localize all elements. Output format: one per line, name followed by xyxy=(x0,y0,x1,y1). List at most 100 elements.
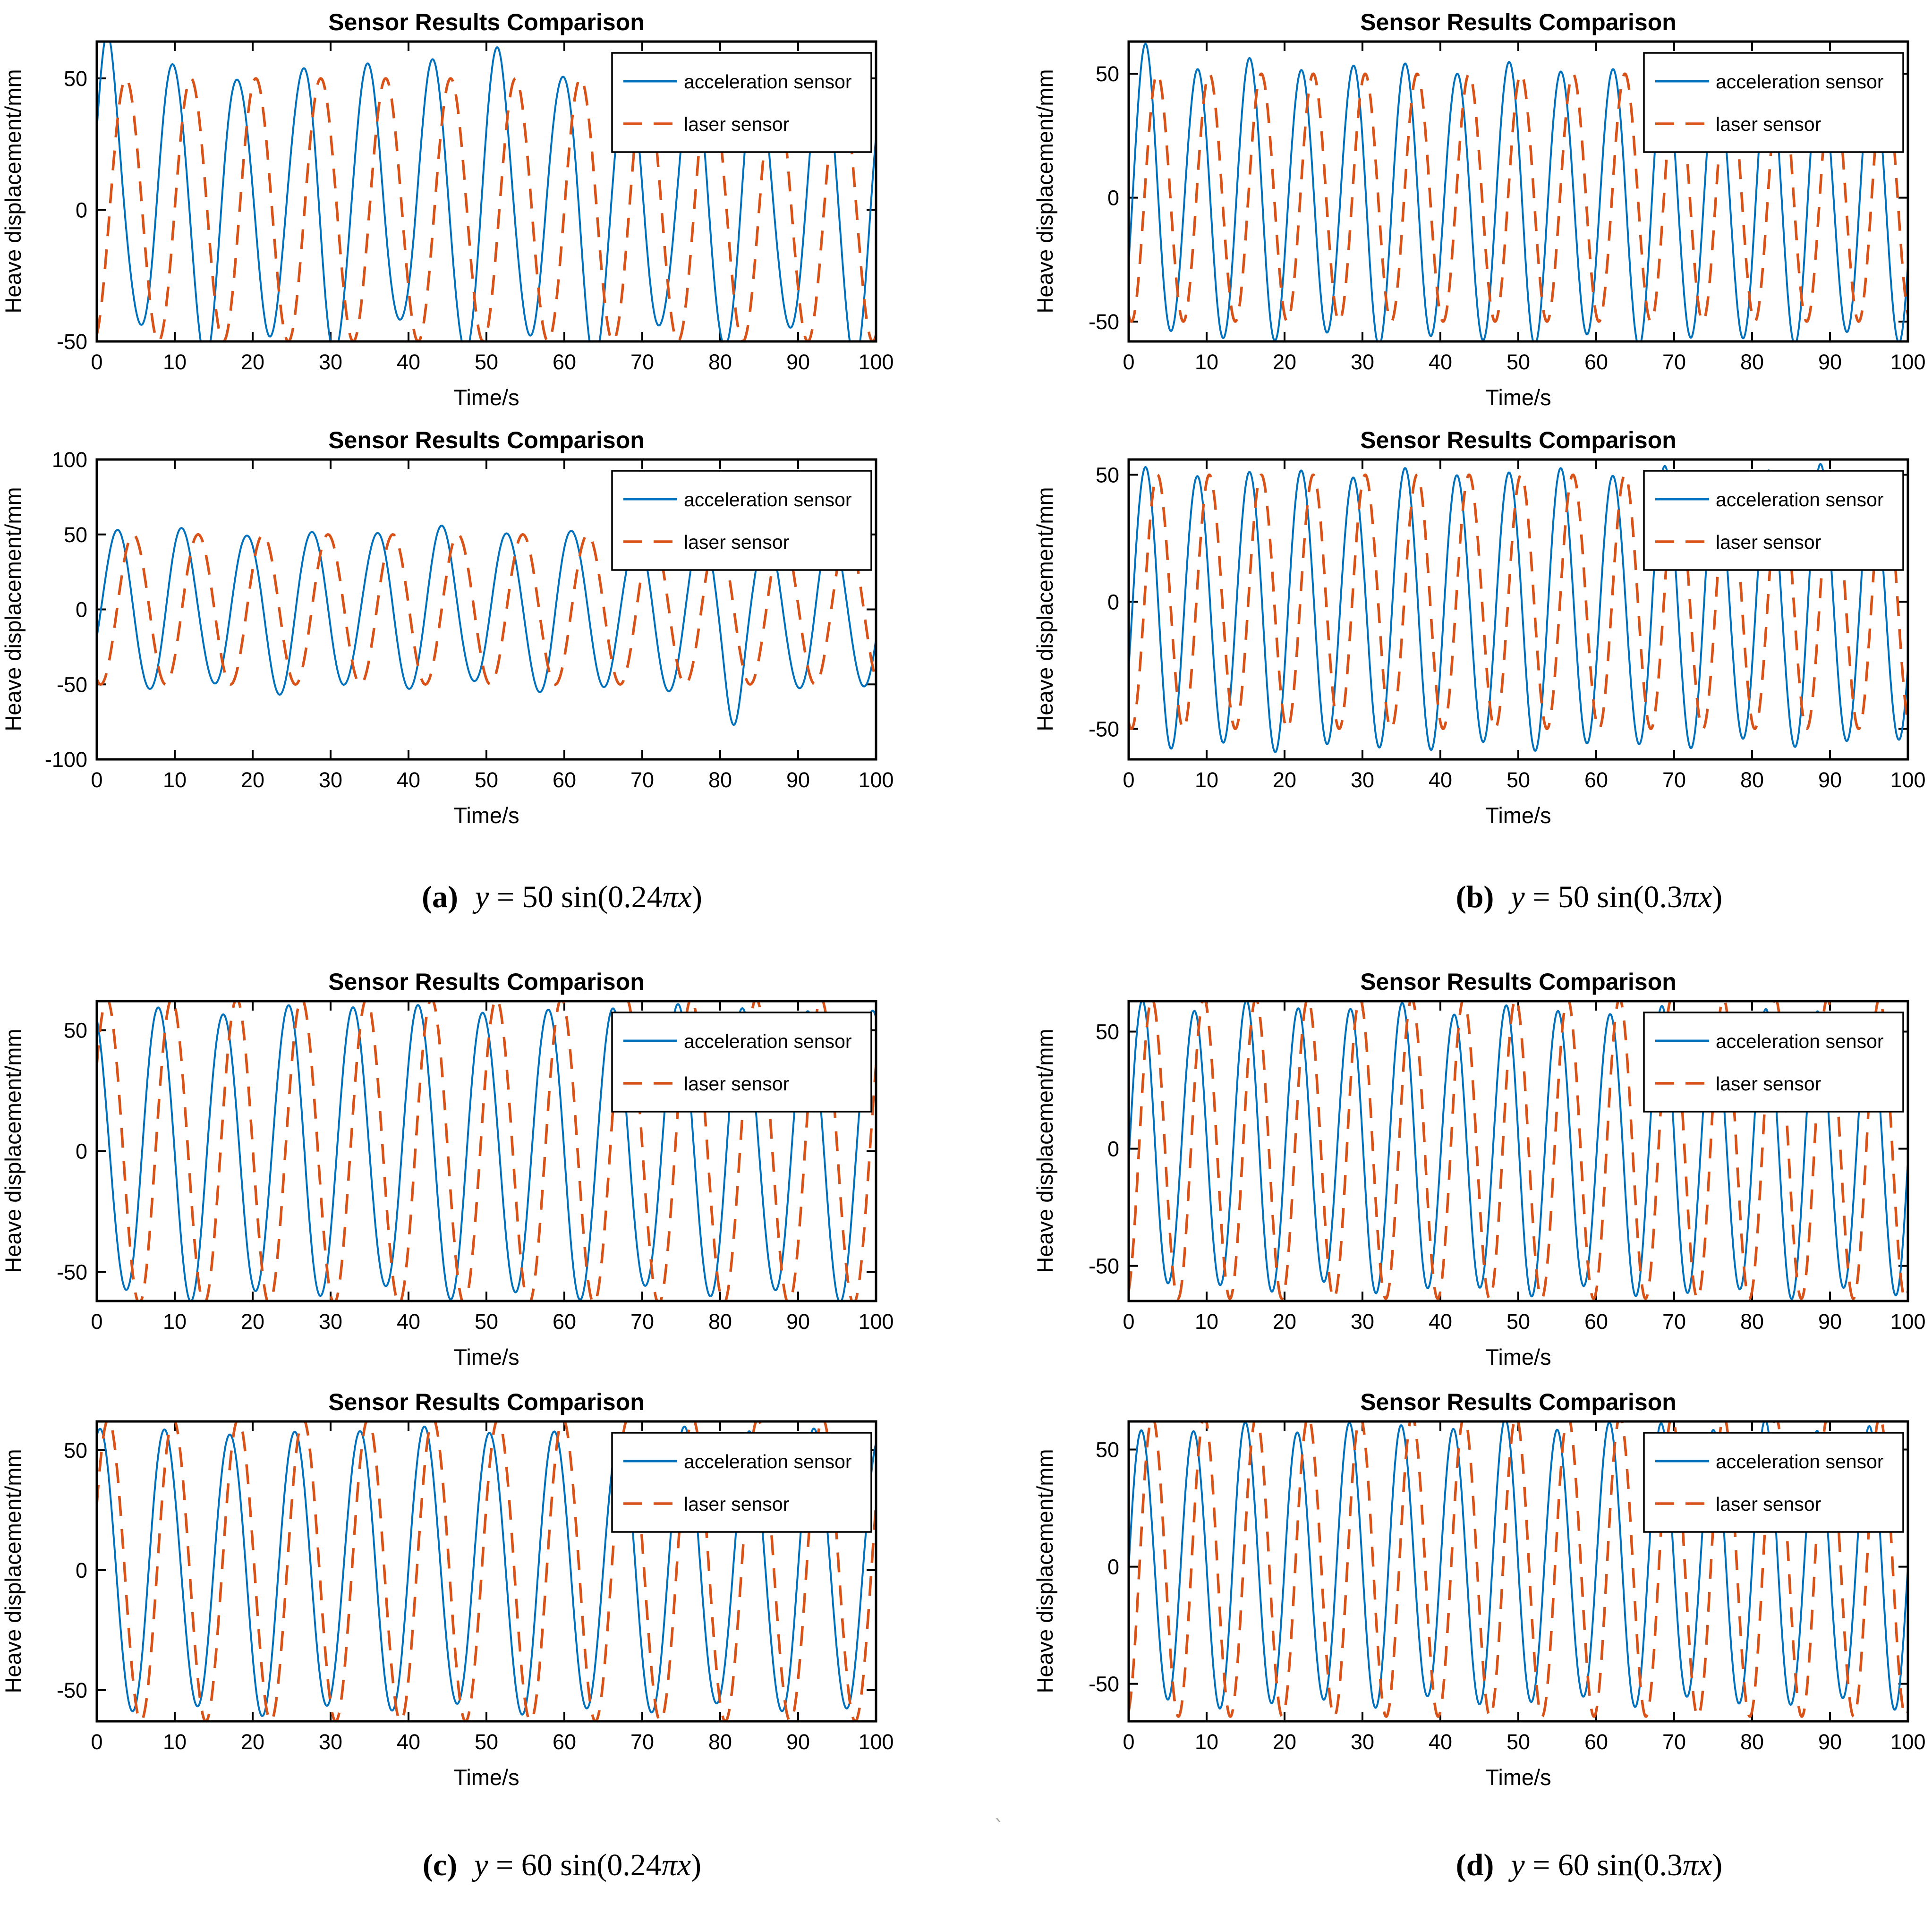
x-tick-label: 80 xyxy=(1740,350,1764,374)
x-tick-label: 100 xyxy=(858,350,894,374)
y-tick-label: 50 xyxy=(64,1019,87,1043)
chart-title: Sensor Results Comparison xyxy=(328,9,645,35)
y-tick-label: -50 xyxy=(57,672,87,697)
y-tick-label: -50 xyxy=(1089,1254,1119,1278)
x-tick-label: 50 xyxy=(475,1730,498,1754)
subplot-a-bottom: 0 10 20 30 40 50 60 70 80 90 100 -100 -50 0 50 100 Sens… xyxy=(0,418,900,833)
axes-box xyxy=(1127,1420,1909,1723)
x-tick-label: 80 xyxy=(1740,1310,1764,1334)
x-tick-label: 100 xyxy=(858,768,894,792)
x-tick-label: 0 xyxy=(1123,768,1134,792)
legend-label-laser-sensor: laser sensor xyxy=(1716,531,1821,553)
x-tick-label: 20 xyxy=(1273,1310,1296,1334)
y-tick-label: -100 xyxy=(45,748,87,772)
x-tick-label: 60 xyxy=(553,1310,576,1334)
axes-box xyxy=(1127,40,1909,343)
legend-label-laser-sensor: laser sensor xyxy=(684,531,789,553)
legend: acceleration sensor laser sensor xyxy=(611,1432,872,1533)
chart-title: Sensor Results Comparison xyxy=(1360,427,1677,453)
x-tick-label: 30 xyxy=(1351,768,1374,792)
x-tick-label: 70 xyxy=(1662,768,1686,792)
x-tick-label: 70 xyxy=(1662,350,1686,374)
x-axis-label: Time/s xyxy=(453,385,519,410)
x-tick-label: 0 xyxy=(91,350,102,374)
x-tick-label: 70 xyxy=(630,1310,654,1334)
legend-box xyxy=(1643,52,1904,153)
legend-box xyxy=(611,1012,872,1113)
axes-box xyxy=(95,1420,877,1723)
x-tick-label: 50 xyxy=(1506,768,1530,792)
x-tick-label: 0 xyxy=(91,1310,102,1334)
y-tick-label: 0 xyxy=(1107,186,1119,210)
x-tick-label: 20 xyxy=(1273,350,1296,374)
y-tick-label: -50 xyxy=(57,330,87,354)
y-axis-label: Heave displacement/mm xyxy=(1032,1029,1057,1273)
x-tick-label: 100 xyxy=(858,1730,894,1754)
x-tick-label: 90 xyxy=(1818,1730,1842,1754)
x-axis-label: Time/s xyxy=(453,1765,519,1790)
x-tick-label: 50 xyxy=(475,1310,498,1334)
y-tick-label: 50 xyxy=(1096,62,1119,86)
legend-label-acceleration-sensor: acceleration sensor xyxy=(684,1451,852,1472)
y-tick-label: 0 xyxy=(1107,590,1119,614)
series-acceleration-sensor xyxy=(1129,1421,1908,1711)
x-tick-label: 50 xyxy=(1506,350,1530,374)
x-tick-label: 10 xyxy=(163,1730,187,1754)
x-tick-label: 90 xyxy=(786,350,810,374)
x-tick-label: 20 xyxy=(1273,1730,1296,1754)
x-tick-label: 90 xyxy=(786,1730,810,1754)
caption-d-label: (d) xyxy=(1455,1848,1494,1882)
chart-d-bottom: 0 10 20 30 40 50 60 70 80 90 100 -50 0 50 Sensor Resu… xyxy=(1032,1389,1926,1790)
y-axis-label: Heave displacement/mm xyxy=(0,69,26,313)
x-tick-label: 20 xyxy=(241,1730,264,1754)
legend-label-laser-sensor: laser sensor xyxy=(684,1073,789,1095)
legend-label-acceleration-sensor: acceleration sensor xyxy=(684,71,852,93)
legend-label-acceleration-sensor: acceleration sensor xyxy=(1716,1451,1884,1472)
series-acceleration-sensor xyxy=(97,525,876,726)
caption-b-label: (b) xyxy=(1455,880,1494,914)
series-laser-sensor xyxy=(97,77,876,341)
axes-a-bottom: 0 10 20 30 40 50 60 70 80 90 100 -100 -50 0 50 100 xyxy=(45,448,894,792)
x-tick-label: 40 xyxy=(397,1310,420,1334)
x-tick-label: 70 xyxy=(630,768,654,792)
x-tick-label: 40 xyxy=(1429,1310,1452,1334)
y-axis-label: Heave displacement/mm xyxy=(0,1449,26,1693)
x-tick-label: 0 xyxy=(91,1730,102,1754)
y-tick-label: 50 xyxy=(1096,1438,1119,1462)
y-tick-label: 0 xyxy=(76,1140,87,1164)
x-tick-label: 10 xyxy=(163,768,187,792)
legend-label-laser-sensor: laser sensor xyxy=(1716,1493,1821,1515)
y-tick-label: 0 xyxy=(76,598,87,622)
axes-box xyxy=(95,1000,877,1302)
x-tick-label: 100 xyxy=(1890,1730,1925,1754)
axes-box xyxy=(1127,1000,1909,1302)
x-tick-label: 60 xyxy=(1584,768,1608,792)
caption-d: (d) y = 60 sin(0.3πx) xyxy=(1456,1847,1723,1883)
x-tick-label: 10 xyxy=(163,1310,187,1334)
legend-box xyxy=(611,1432,872,1533)
x-axis-label: Time/s xyxy=(453,1344,519,1369)
x-tick-label: 80 xyxy=(1740,1730,1764,1754)
legend-label-laser-sensor: laser sensor xyxy=(1716,1073,1821,1095)
x-tick-label: 60 xyxy=(1584,1310,1608,1334)
chart-title: Sensor Results Comparison xyxy=(1360,969,1677,995)
x-tick-label: 10 xyxy=(1195,1310,1218,1334)
chart-title: Sensor Results Comparison xyxy=(1360,1389,1677,1415)
x-tick-label: 20 xyxy=(241,350,264,374)
caption-a-var: y xyxy=(475,880,489,914)
x-tick-label: 50 xyxy=(1506,1310,1530,1334)
y-tick-label: 50 xyxy=(64,1438,87,1463)
stray-mark-artifact: ` xyxy=(994,1816,1004,1839)
axes-c-bottom: 0 10 20 30 40 50 60 70 80 90 100 -50 0 50 xyxy=(57,1420,894,1754)
x-axis-label: Time/s xyxy=(1485,1765,1551,1790)
legend-label-acceleration-sensor: acceleration sensor xyxy=(684,1030,852,1052)
axes-box xyxy=(95,40,877,343)
y-tick-label: 50 xyxy=(64,523,87,547)
caption-b-pi: πx xyxy=(1682,880,1712,914)
axes-box xyxy=(1127,458,1909,761)
y-tick-label: 100 xyxy=(52,448,87,472)
y-tick-label: -50 xyxy=(57,1678,87,1702)
x-tick-label: 70 xyxy=(630,1730,654,1754)
